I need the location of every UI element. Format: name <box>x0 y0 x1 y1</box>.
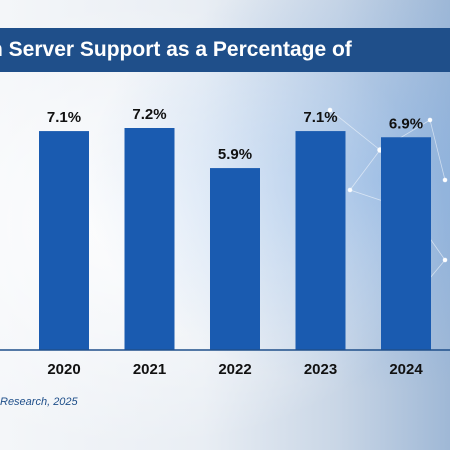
data-label-2023: 7.1% <box>303 109 337 126</box>
x-tick-2023: 2023 <box>304 361 337 378</box>
x-tick-2020: 2020 <box>47 361 80 378</box>
bar-2024 <box>381 137 431 350</box>
source-note: Research, 2025 <box>0 396 78 408</box>
data-label-2024: 6.9% <box>389 115 423 132</box>
x-tick-2021: 2021 <box>133 361 166 378</box>
chart-title: n Server Support as a Percentage of <box>0 38 352 61</box>
data-label-2022: 5.9% <box>218 146 252 163</box>
x-tick-2022: 2022 <box>218 361 251 378</box>
bar-2022 <box>210 168 260 350</box>
data-label-2020: 7.1% <box>47 109 81 126</box>
title-band <box>0 28 450 72</box>
bar-2023 <box>295 131 346 350</box>
x-tick-2024: 2024 <box>389 361 423 378</box>
data-label-2021: 7.2% <box>132 106 166 123</box>
bar-2021 <box>124 128 175 350</box>
bar-2020 <box>39 131 89 350</box>
